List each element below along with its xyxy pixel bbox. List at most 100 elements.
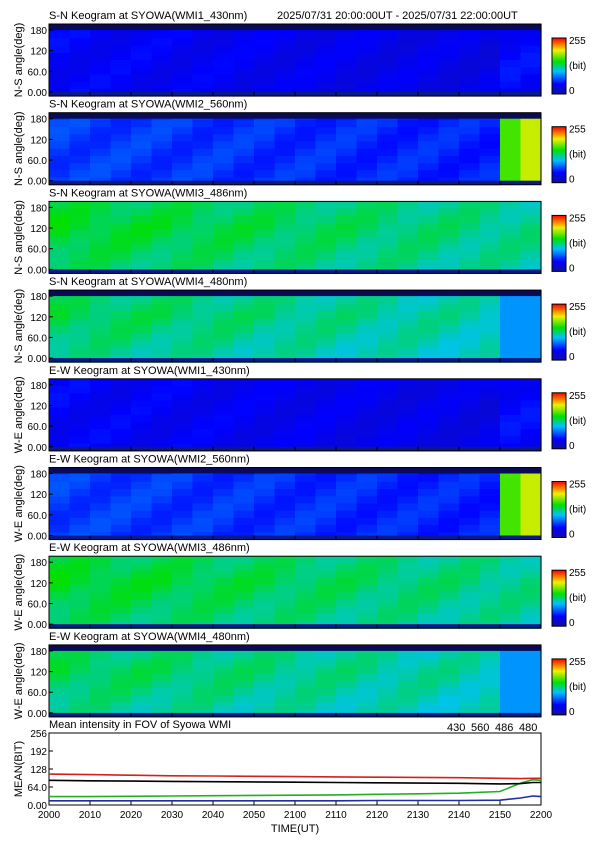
keogram-cell xyxy=(479,81,501,90)
keogram-cell xyxy=(274,230,296,238)
keogram-cell xyxy=(110,378,132,387)
keogram-cell xyxy=(110,201,132,210)
keogram-cell xyxy=(151,223,173,231)
keogram-cell xyxy=(151,259,173,267)
keogram-cell xyxy=(131,429,153,437)
keogram-cell xyxy=(90,436,112,445)
keogram-cell xyxy=(192,489,214,497)
keogram-cell xyxy=(49,386,71,394)
keogram-cell xyxy=(397,148,419,157)
keogram-cell xyxy=(274,503,296,512)
keogram-cell xyxy=(356,386,378,394)
keogram-cell xyxy=(233,517,255,526)
keogram-cell xyxy=(131,436,153,445)
keogram-cell xyxy=(274,666,296,675)
keogram-cell xyxy=(233,393,255,401)
keogram-cell xyxy=(356,208,378,217)
keogram-y-label: W-E angle(deg) xyxy=(13,376,25,453)
keogram-cell xyxy=(418,52,440,61)
keogram-cell xyxy=(479,673,501,682)
keogram-cell xyxy=(233,223,255,231)
keogram-cell xyxy=(213,422,235,430)
keogram-cell xyxy=(500,230,522,238)
keogram-cell xyxy=(418,496,440,505)
keogram-cell xyxy=(377,556,399,564)
keogram-cell xyxy=(397,244,419,253)
keogram-cell xyxy=(356,570,378,579)
keogram-cell xyxy=(397,134,419,143)
keogram-cell xyxy=(336,31,358,39)
keogram-cell xyxy=(254,577,276,586)
keogram-cell xyxy=(459,74,481,83)
keogram-cell xyxy=(438,81,460,90)
keogram-cell xyxy=(295,45,317,54)
keogram-y-tick-label: 120 xyxy=(30,579,47,590)
keogram-cell xyxy=(336,680,358,689)
colorbar-max-label: 255 xyxy=(569,36,586,47)
keogram-cell xyxy=(172,695,194,704)
keogram-cell xyxy=(69,311,91,320)
keogram-cell xyxy=(356,613,378,622)
keogram-cell xyxy=(49,304,71,313)
keogram-cell xyxy=(336,400,358,409)
keogram-cell xyxy=(254,170,276,179)
keogram-cell xyxy=(315,474,337,483)
keogram-cell xyxy=(274,223,296,231)
keogram-cell xyxy=(500,304,522,313)
keogram-cell xyxy=(131,474,153,483)
keogram-cell xyxy=(520,592,542,600)
keogram-cell xyxy=(356,201,378,210)
keogram-cell xyxy=(90,429,112,437)
keogram-cell xyxy=(213,563,235,572)
keogram-cell xyxy=(356,503,378,512)
keogram-cell xyxy=(356,304,378,313)
keogram-cell xyxy=(356,170,378,179)
keogram-cell xyxy=(213,510,235,519)
keogram-cell xyxy=(500,481,522,490)
keogram-cell xyxy=(336,340,358,349)
keogram-cell xyxy=(377,237,399,246)
keogram-cell xyxy=(192,422,214,430)
keogram-cell xyxy=(295,481,317,490)
keogram-cell xyxy=(69,119,91,128)
keogram-cell xyxy=(69,244,91,253)
keogram-cell xyxy=(397,577,419,586)
keogram-cell xyxy=(520,251,542,260)
keogram-cell xyxy=(520,223,542,231)
keogram-cell xyxy=(233,31,255,39)
keogram-cell xyxy=(110,407,132,416)
keogram-cell xyxy=(69,429,91,437)
keogram-cell xyxy=(192,155,214,164)
keogram-cell xyxy=(397,592,419,600)
keogram-cell xyxy=(520,163,542,171)
keogram-cell xyxy=(172,489,194,497)
keogram-cell xyxy=(295,400,317,409)
keogram-cell xyxy=(418,155,440,164)
keogram-cell xyxy=(438,201,460,210)
keogram-cell xyxy=(438,251,460,260)
keogram-cell xyxy=(397,496,419,505)
keogram-cell xyxy=(172,606,194,615)
keogram-cell xyxy=(459,474,481,483)
keogram-cell xyxy=(377,347,399,356)
keogram-cell xyxy=(233,599,255,608)
keogram-cell xyxy=(172,556,194,564)
keogram-y-tick-label: 120 xyxy=(30,490,47,501)
keogram-cell xyxy=(274,585,296,593)
keogram-cell xyxy=(131,577,153,586)
keogram-cell xyxy=(336,489,358,497)
keogram-cell xyxy=(213,592,235,600)
keogram-cell xyxy=(213,141,235,150)
keogram-cell xyxy=(336,244,358,253)
keogram-cell xyxy=(151,148,173,157)
keogram-cell xyxy=(90,251,112,260)
keogram-cell xyxy=(315,141,337,150)
keogram-cell xyxy=(336,652,358,660)
keogram-cell xyxy=(274,251,296,260)
keogram-cell xyxy=(192,311,214,320)
keogram-panel: S-N Keogram at SYOWA(WMI3_486nm)18012060… xyxy=(13,187,586,276)
keogram-cell xyxy=(110,666,132,675)
keogram-cell xyxy=(438,510,460,519)
keogram-cell xyxy=(500,496,522,505)
keogram-cell xyxy=(151,393,173,401)
